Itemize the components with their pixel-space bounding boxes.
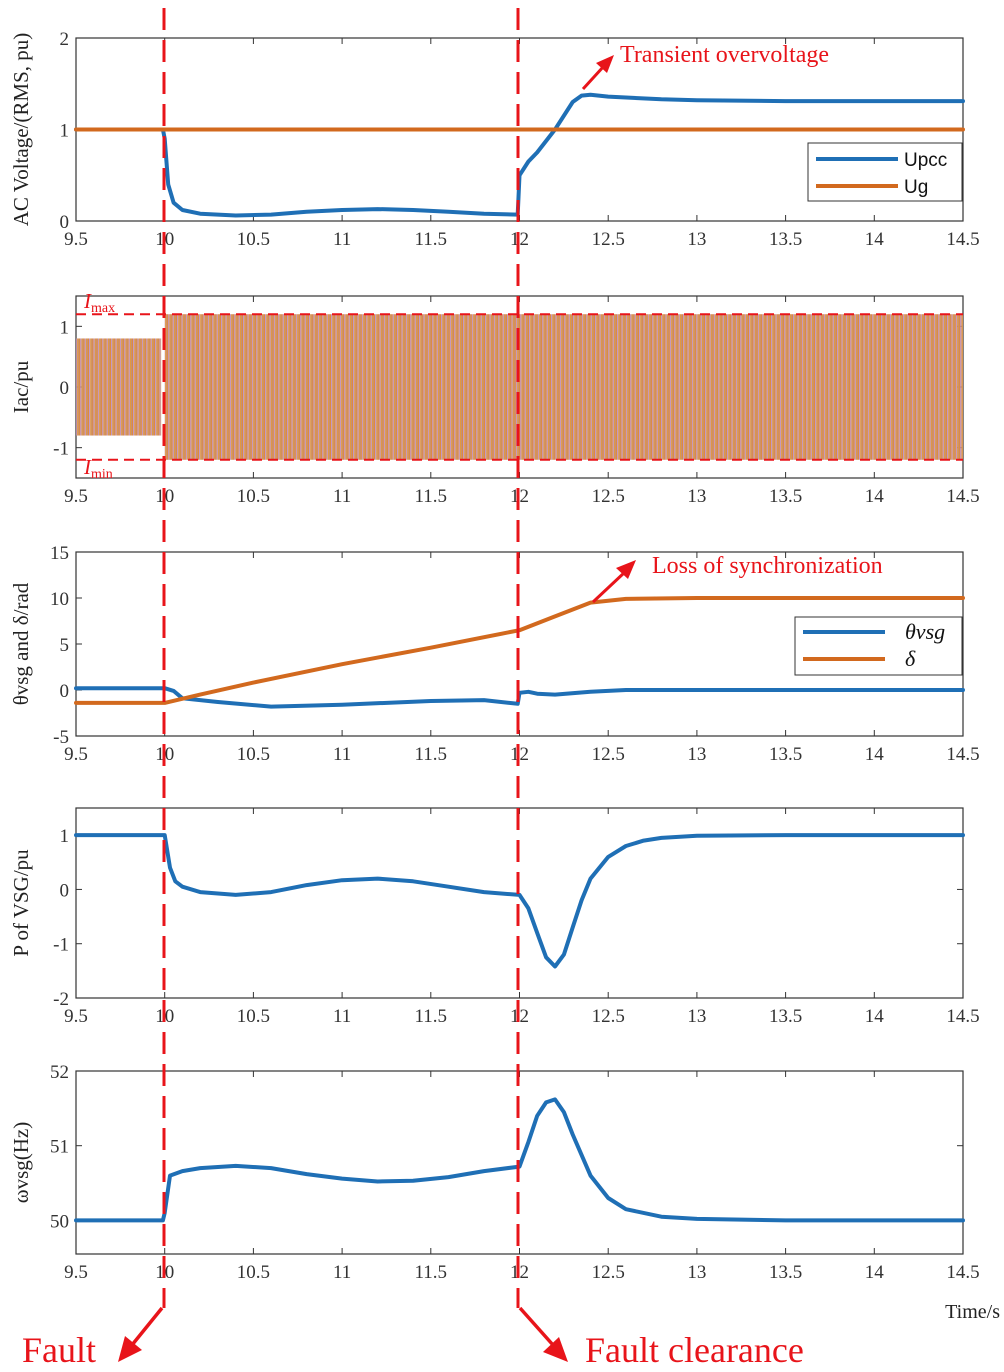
x-unit-label: Time/s — [945, 1301, 1000, 1323]
x-tick-label: 14 — [865, 1006, 885, 1027]
x-tick-label: 10.5 — [237, 1006, 270, 1027]
x-tick-label: 12.5 — [592, 229, 625, 250]
y-axis-label: P of VSG/pu — [9, 849, 33, 957]
x-tick-label: 13 — [687, 1262, 706, 1283]
y-tick-label: 52 — [50, 1062, 69, 1083]
x-tick-label: 9.5 — [64, 744, 88, 765]
y-tick-label: 1 — [60, 317, 70, 338]
panel-5: 9.51010.51111.51212.51313.51414.5505152ω… — [9, 1062, 980, 1283]
y-tick-label: 0 — [60, 212, 70, 233]
x-tick-label: 11 — [333, 229, 351, 250]
x-tick-label: 11 — [333, 486, 351, 507]
y-tick-label: 2 — [60, 29, 70, 50]
y-tick-label: 51 — [50, 1137, 69, 1158]
x-tick-label: 13.5 — [769, 744, 802, 765]
series-line-signal — [74, 833, 965, 969]
x-tick-label: 13.5 — [769, 1006, 802, 1027]
x-tick-label: 10.5 — [237, 744, 270, 765]
fault-label: Fault — [22, 1330, 96, 1370]
x-tick-label: 12.5 — [592, 1262, 625, 1283]
legend-entry: Upcc — [904, 150, 947, 171]
series-line-Upcc — [74, 92, 965, 218]
x-tick-label: 14 — [865, 744, 885, 765]
y-axis-label: θvsg and δ/rad — [9, 582, 33, 705]
x-tick-label: 14 — [865, 1262, 885, 1283]
x-tick-label: 9.5 — [64, 486, 88, 507]
y-tick-label: 1 — [60, 826, 70, 847]
annotation: Loss of synchronization — [591, 553, 883, 604]
y-axis-label: ωvsg(Hz) — [9, 1122, 33, 1203]
y-tick-label: 50 — [50, 1211, 69, 1232]
legend-entry: Ug — [904, 177, 928, 198]
x-tick-label: 11.5 — [415, 486, 448, 507]
x-tick-label: 11.5 — [415, 744, 448, 765]
x-tick-label: 14.5 — [946, 486, 979, 507]
x-tick-label: 13.5 — [769, 486, 802, 507]
annotation: Transient overvoltage — [581, 42, 829, 91]
x-tick-label: 13 — [687, 229, 706, 250]
x-tick-label: 14 — [865, 486, 885, 507]
annotation-label: Transient overvoltage — [620, 42, 829, 68]
panel-3: 9.51010.51111.51212.51313.51414.5-505101… — [9, 543, 980, 765]
y-tick-label: -2 — [53, 989, 69, 1010]
arrow-icon — [616, 560, 636, 579]
x-tick-label: 13.5 — [769, 1262, 802, 1283]
x-tick-label: 13.5 — [769, 229, 802, 250]
current-envelope — [76, 338, 162, 436]
y-axis-label: Iac/pu — [9, 360, 33, 413]
x-tick-label: 9.5 — [64, 229, 88, 250]
series-line-signal — [74, 1097, 965, 1223]
legend-entry: θvsg — [905, 619, 945, 644]
legend: Upcc Ug — [807, 142, 963, 202]
x-tick-label: 12.5 — [592, 1006, 625, 1027]
x-tick-label: 9.5 — [64, 1262, 88, 1283]
y-tick-label: -5 — [53, 727, 69, 748]
y-tick-label: 10 — [50, 589, 69, 610]
y-tick-label: 0 — [60, 378, 70, 399]
x-tick-label: 11 — [333, 1262, 351, 1283]
annotation-label: Loss of synchronization — [652, 553, 883, 579]
x-tick-label: 13 — [687, 744, 706, 765]
x-tick-label: 12.5 — [592, 486, 625, 507]
x-tick-label: 13 — [687, 486, 706, 507]
y-axis-label: AC Voltage/(RMS, pu) — [9, 33, 33, 227]
x-tick-label: 9.5 — [64, 1006, 88, 1027]
x-tick-label: 14.5 — [946, 744, 979, 765]
x-tick-label: 14.5 — [946, 1006, 979, 1027]
x-tick-label: 11.5 — [415, 229, 448, 250]
y-tick-label: 5 — [60, 635, 70, 656]
x-tick-label: 11 — [333, 744, 351, 765]
y-tick-label: 0 — [60, 681, 70, 702]
x-tick-label: 14.5 — [946, 1262, 979, 1283]
fault-arrow-icon — [118, 1306, 164, 1362]
x-tick-label: 10.5 — [237, 1262, 270, 1283]
x-tick-label: 11.5 — [415, 1262, 448, 1283]
x-tick-label: 14.5 — [946, 229, 979, 250]
y-tick-label: 1 — [60, 121, 70, 142]
clearance-label: Fault clearance — [585, 1330, 804, 1370]
y-tick-label: 0 — [60, 880, 70, 901]
legend-entry: δ — [905, 646, 916, 671]
x-tick-label: 12.5 — [592, 744, 625, 765]
imax-label: Imax — [83, 289, 115, 316]
arrow-icon — [596, 55, 614, 73]
y-tick-label: -1 — [53, 439, 69, 460]
current-envelope — [164, 314, 963, 460]
x-tick-label: 11.5 — [415, 1006, 448, 1027]
clearance-arrow-icon — [518, 1306, 568, 1362]
panel-2: 9.51010.51111.51212.51313.51414.5-101Iac… — [9, 289, 980, 507]
x-tick-label: 11 — [333, 1006, 351, 1027]
y-tick-label: -1 — [53, 935, 69, 956]
x-tick-label: 10.5 — [237, 486, 270, 507]
x-tick-label: 14 — [865, 229, 885, 250]
panel-4: 9.51010.51111.51212.51313.51414.5-2-101P… — [9, 807, 980, 1027]
y-tick-label: 15 — [50, 543, 69, 564]
x-tick-label: 10.5 — [237, 229, 270, 250]
x-tick-label: 13 — [687, 1006, 706, 1027]
